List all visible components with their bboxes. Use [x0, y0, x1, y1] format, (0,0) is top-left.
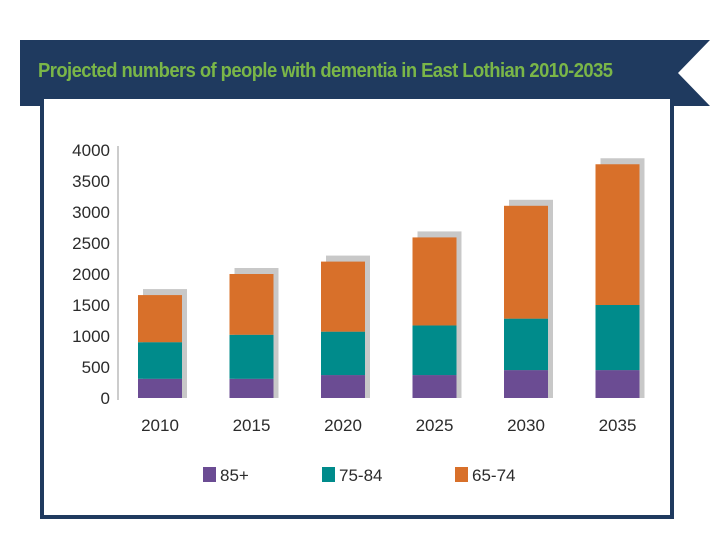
bar-segment-65-74 [504, 205, 548, 319]
legend: 85+ 75-84 65-74 [203, 466, 515, 485]
y-tick-label: 500 [82, 358, 110, 377]
bar-segment-75-84 [321, 331, 365, 376]
y-tick-label: 3500 [72, 172, 110, 191]
bar-segment-65-74 [595, 164, 640, 305]
legend-swatch-85+ [203, 467, 216, 482]
x-tick-label: 2035 [599, 416, 637, 435]
bar-segment-85+ [229, 378, 274, 398]
x-tick-label: 2025 [416, 416, 454, 435]
x-tick-label: 2020 [324, 416, 362, 435]
banner-shape [20, 40, 710, 106]
y-tick-label: 2000 [72, 265, 110, 284]
legend-label: 65-74 [472, 466, 515, 485]
legend-label: 75-84 [339, 466, 382, 485]
bar-segment-75-84 [412, 325, 457, 376]
legend-swatch-65-74 [455, 467, 468, 482]
bars [138, 158, 645, 398]
x-tick-label: 2010 [141, 416, 179, 435]
bar-segment-85+ [321, 375, 365, 398]
chart-title: Projected numbers of people with dementi… [38, 60, 613, 82]
x-axis: 2010 2015 2020 2025 2030 2035 [141, 416, 636, 435]
title-banner [20, 40, 710, 106]
x-tick-label: 2030 [507, 416, 545, 435]
bar-segment-85+ [595, 370, 640, 398]
legend-swatch-75-84 [322, 467, 335, 482]
y-tick-label: 0 [101, 389, 110, 408]
bar-segment-85+ [138, 378, 182, 398]
legend-label: 85+ [220, 466, 249, 485]
y-tick-label: 1000 [72, 327, 110, 346]
bar-segment-85+ [412, 375, 457, 398]
y-tick-label: 4000 [72, 141, 110, 160]
y-tick-label: 1500 [72, 296, 110, 315]
y-tick-label: 3000 [72, 203, 110, 222]
bar-segment-75-84 [595, 305, 640, 371]
bar-segment-65-74 [321, 261, 365, 332]
y-tick-label: 2500 [72, 234, 110, 253]
x-tick-label: 2015 [233, 416, 271, 435]
bar-segment-75-84 [504, 318, 548, 371]
y-axis: 0 500 1000 1500 2000 2500 3000 3500 4000 [72, 141, 110, 408]
bar-segment-75-84 [229, 334, 274, 379]
bar-segment-65-74 [412, 237, 457, 326]
bar-segment-75-84 [138, 342, 182, 379]
bar-segment-65-74 [229, 274, 274, 335]
bar-segment-65-74 [138, 295, 182, 343]
bar-segment-85+ [504, 370, 548, 398]
